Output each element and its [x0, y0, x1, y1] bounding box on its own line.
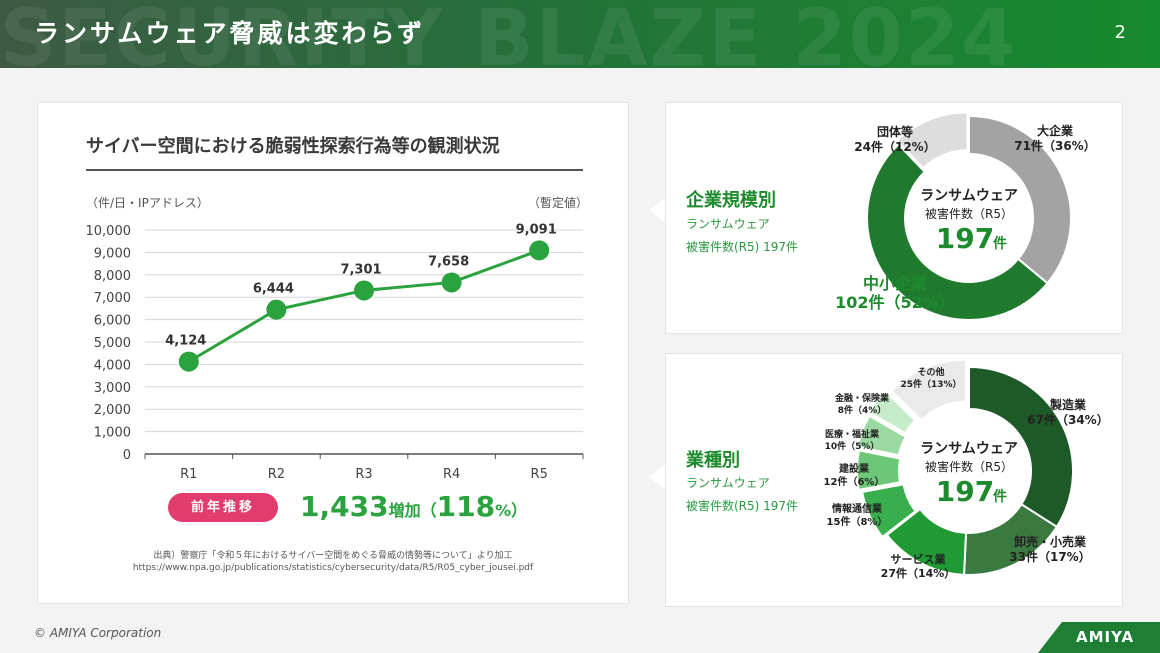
- donut-slice: [856, 414, 908, 457]
- provisional-note: （暫定値）: [528, 195, 588, 210]
- y-axis-unit: （件/日・IPアドレス）: [86, 196, 209, 210]
- x-tick-label: R5: [531, 467, 548, 482]
- donut-slice: [866, 143, 1049, 321]
- y-tick-label: 10,000: [86, 224, 132, 239]
- data-point: [441, 272, 462, 293]
- source-url: https://www.npa.go.jp/publications/stati…: [132, 563, 534, 573]
- donut-slice: [890, 358, 967, 422]
- donut-slice: [885, 507, 968, 576]
- slice-label: 67件（34%）: [1027, 412, 1108, 427]
- slice-name: 情報通信業: [832, 502, 883, 515]
- x-tick-label: R3: [355, 467, 372, 482]
- slice-name: サービス業: [891, 552, 947, 566]
- donut-slice: [861, 483, 917, 539]
- donut-center-unit: 件: [993, 235, 1007, 252]
- donut-center-line-2: 被害件数（R5）: [925, 459, 1013, 474]
- card-pointer: [649, 196, 667, 224]
- slice-name: 団体等: [877, 124, 913, 139]
- industry-title: 業種別: [686, 450, 740, 471]
- header-bar: SECURITY BLAZE 2024 ランサムウェア脅威は変わらず 2: [0, 0, 1160, 68]
- increase-summary: 1,433増加（118%）: [300, 490, 527, 523]
- donut-center-value: 197: [936, 475, 994, 508]
- donut-center-unit: 件: [993, 488, 1007, 505]
- data-point: [529, 240, 550, 261]
- slice-label: 25件（13%）: [900, 378, 961, 390]
- x-tick-label: R4: [443, 467, 460, 482]
- donut-slice: [968, 114, 1072, 285]
- source-text: 出典）警察庁「令和５年におけるサイバー空間をめぐる脅威の情勢等について」より加工: [153, 551, 513, 561]
- slice-label: 33件（17%）: [1009, 549, 1090, 564]
- slice-label: 24件（12%）: [854, 139, 935, 154]
- x-tick-label: R1: [180, 467, 197, 482]
- slice-name: 大企業: [1037, 123, 1074, 138]
- increase-value: 1,433: [300, 490, 389, 523]
- logo-text: AMIYA: [1076, 628, 1135, 646]
- slice-name: 医療・福祉業: [825, 428, 880, 440]
- data-label: 6,444: [253, 282, 294, 297]
- y-tick-label: 8,000: [94, 269, 131, 284]
- yoy-pill: 前年推移: [168, 493, 278, 522]
- y-tick-label: 0: [123, 448, 131, 463]
- slice-label: 8件（4%）: [838, 404, 887, 416]
- slice-label: 102件（52%）: [835, 293, 955, 312]
- line-chart-card: [38, 103, 628, 603]
- increase-suffix: 増加: [388, 501, 421, 520]
- slice-label: 27件（14%）: [881, 566, 956, 580]
- slice-name: 建設業: [838, 462, 870, 475]
- industry-sub-2: 被害件数(R5) 197件: [686, 499, 799, 513]
- card-pointer: [649, 463, 667, 491]
- slice-label: 15件（8%）: [827, 515, 888, 528]
- page-title: ランサムウェア脅威は変わらず: [34, 19, 426, 48]
- y-tick-label: 3,000: [94, 381, 131, 396]
- data-label: 9,091: [516, 222, 557, 237]
- y-tick-label: 6,000: [94, 314, 131, 329]
- y-tick-label: 5,000: [94, 336, 131, 351]
- increase-pct: 118: [436, 490, 496, 523]
- chart-title: サイバー空間における脆弱性探索行為等の観測状況: [86, 135, 500, 157]
- slice-name: 金融・保険業: [834, 392, 890, 404]
- donut-center-line-1: ランサムウェア: [920, 188, 1018, 204]
- industry-sub-1: ランサムウェア: [686, 476, 770, 490]
- donut-slice: [968, 365, 1074, 529]
- copyright: © AMIYA Corporation: [34, 626, 162, 640]
- company-logo: AMIYA: [1038, 622, 1160, 653]
- y-tick-label: 4,000: [94, 358, 131, 373]
- company-size-sub-2: 被害件数(R5) 197件: [686, 240, 799, 254]
- data-label: 7,658: [428, 254, 469, 269]
- slice-name: その他: [917, 366, 944, 378]
- slice-name: 製造業: [1049, 397, 1087, 412]
- donut-slice: [856, 449, 902, 492]
- company-size-sub-1: ランサムウェア: [686, 217, 770, 231]
- slice-name: 卸売・小売業: [1014, 534, 1087, 549]
- slice-label: 12件（6%）: [824, 475, 885, 488]
- donut-center-value: 197: [936, 222, 994, 255]
- data-label: 4,124: [165, 334, 206, 349]
- header-watermark: SECURITY BLAZE 2024: [0, 0, 1018, 68]
- slice-label: 10件（5%）: [825, 440, 880, 452]
- x-tick-label: R2: [268, 467, 285, 482]
- donut-center-line-2: 被害件数（R5）: [925, 206, 1013, 221]
- increase-pct-close: %）: [495, 501, 528, 520]
- company-size-title: 企業規模別: [686, 190, 776, 211]
- y-tick-label: 7,000: [94, 291, 131, 306]
- y-tick-label: 9,000: [94, 246, 131, 261]
- donut-center-line-1: ランサムウェア: [920, 441, 1018, 457]
- data-point: [178, 351, 199, 372]
- data-point: [266, 299, 287, 320]
- data-point: [354, 280, 374, 301]
- slice-label: 71件（36%）: [1014, 138, 1095, 153]
- slice-name: 中小企業: [863, 274, 928, 293]
- donut-slice: [895, 111, 969, 170]
- increase-pct-open: （: [420, 501, 437, 520]
- y-tick-label: 2,000: [94, 403, 131, 418]
- page-number: 2: [1114, 22, 1126, 43]
- data-label: 7,301: [340, 262, 381, 277]
- y-tick-label: 1,000: [94, 426, 131, 441]
- donut-slice: [867, 389, 917, 435]
